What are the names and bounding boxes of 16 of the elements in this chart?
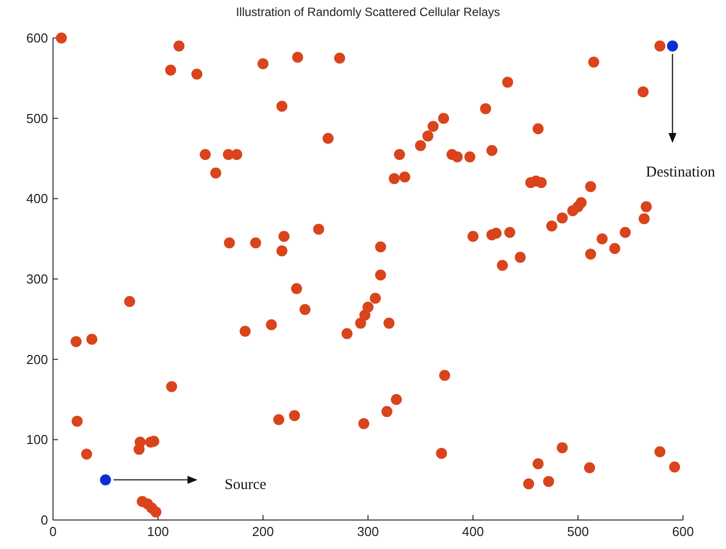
- y-tick-label: 500: [26, 110, 48, 126]
- chart-title: Illustration of Randomly Scattered Cellular Relays: [236, 5, 500, 19]
- annotation: Destination: [646, 164, 716, 180]
- y-tick-label: 400: [26, 191, 48, 206]
- x-tick-label: 300: [357, 524, 379, 539]
- y-tick-label: 300: [26, 272, 48, 287]
- y-tick-label: 0: [40, 512, 48, 528]
- y-tick-label: 200: [26, 352, 48, 367]
- x-tick-label: 100: [147, 524, 169, 539]
- x-tick-label: 500: [567, 524, 589, 539]
- x-tick-label: 200: [252, 524, 274, 539]
- y-tick-label: 100: [26, 432, 48, 448]
- annotation: Source: [224, 477, 267, 494]
- y-tick-label: 600: [26, 30, 48, 46]
- x-tick-label: 600: [672, 524, 694, 539]
- x-tick-label: 400: [462, 524, 484, 539]
